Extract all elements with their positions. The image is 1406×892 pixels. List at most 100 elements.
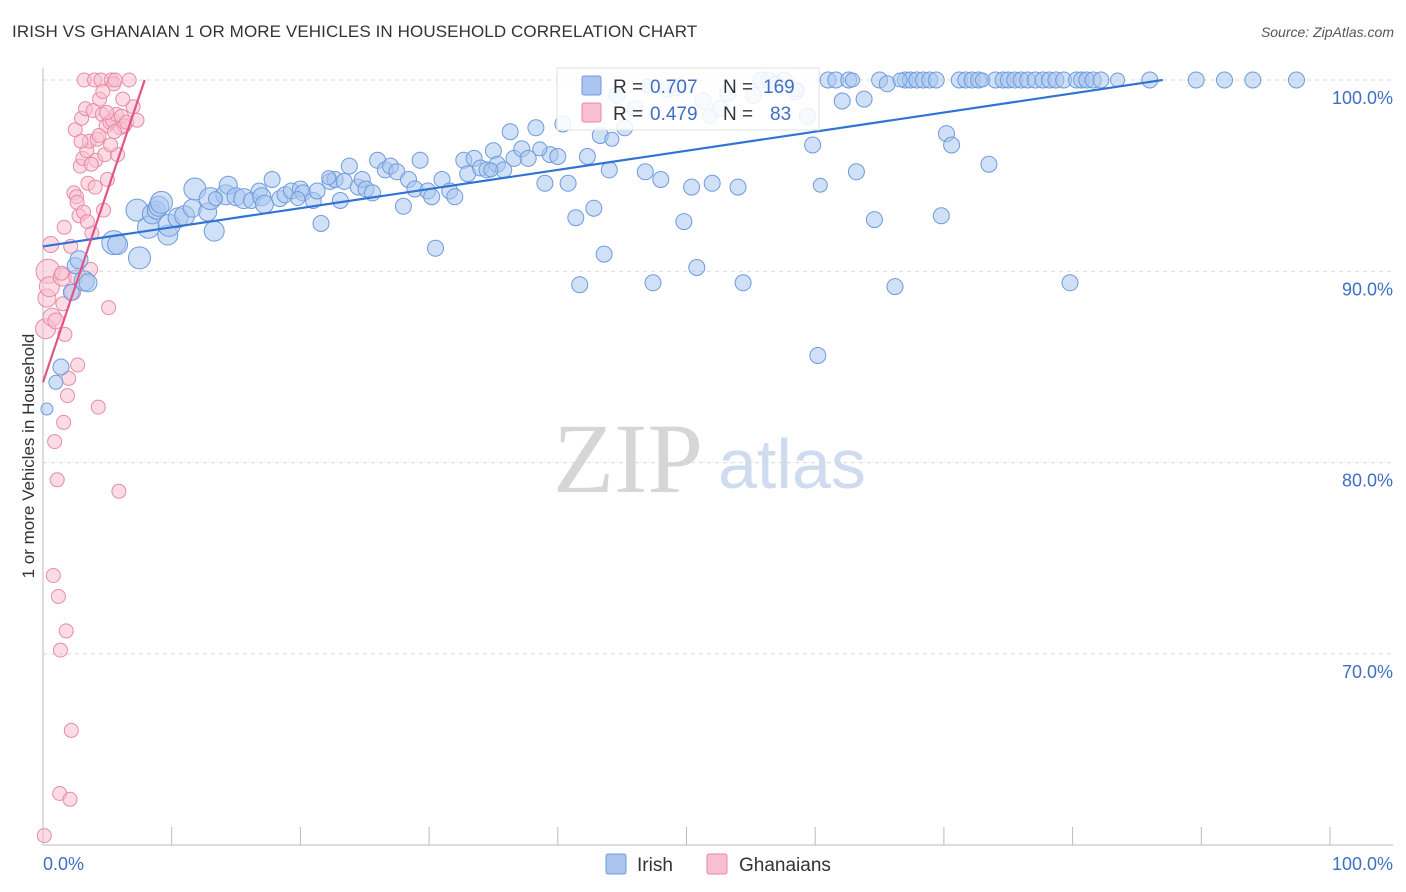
ghanaians-point (87, 179, 103, 195)
ghanaians-r-value: 0.479 (650, 104, 698, 125)
irish-point (604, 131, 620, 147)
irish-point (411, 151, 429, 169)
irish-point (1061, 274, 1079, 292)
irish-point (833, 92, 851, 110)
irish-point (703, 174, 721, 192)
irish-point (652, 171, 670, 188)
legend-swatch-irish (605, 853, 627, 875)
irish-point (809, 347, 827, 364)
irish-point (865, 211, 883, 229)
irish-point (932, 207, 950, 225)
ghanaians-point (83, 156, 99, 172)
irish-point (290, 191, 306, 207)
irish-point (394, 197, 412, 215)
ghanaians-r-label: R = (613, 104, 643, 125)
y-tick-label-3: 70.0% (1342, 662, 1393, 682)
irish-point (892, 72, 908, 88)
ghanaians-trend-line (41, 79, 146, 383)
legend-label-irish: Irish (637, 855, 673, 876)
ghanaians-point (103, 137, 119, 153)
irish-point (40, 402, 54, 416)
ghanaians-stats-swatch (581, 102, 602, 123)
ghanaians-point (91, 128, 107, 143)
ghanaians-point (90, 399, 106, 415)
irish-point (812, 177, 828, 193)
irish-point (980, 155, 998, 173)
ghanaians-point (106, 124, 122, 140)
irish-point (804, 136, 822, 154)
irish-point (532, 141, 548, 157)
irish-point (559, 174, 577, 192)
irish-point (675, 213, 693, 231)
irish-point (847, 163, 865, 181)
irish-point (308, 182, 326, 200)
irish-stats-swatch (581, 75, 602, 96)
ghanaians-point (111, 483, 127, 499)
x-ticks (42, 827, 1331, 845)
irish-point (636, 163, 654, 181)
ghanaians-point (70, 357, 86, 373)
irish-point (501, 123, 519, 141)
trend-lines (41, 78, 1163, 383)
irish-point (107, 234, 129, 255)
ghanaians-point (54, 265, 70, 281)
ghanaians-point (107, 72, 123, 88)
ghanaians-point (45, 568, 61, 583)
irish-point (943, 136, 961, 154)
ghanaians-point (115, 91, 131, 107)
watermark-atlas: atlas (718, 425, 866, 503)
ghanaians-point (60, 388, 75, 404)
irish-point (1244, 71, 1262, 89)
irish-point (312, 215, 330, 232)
irish-r-value: 0.707 (650, 77, 698, 98)
axes (42, 68, 1393, 846)
ghanaians-point (56, 219, 72, 235)
irish-point (335, 172, 353, 190)
ghanaians-point (49, 472, 65, 488)
chart-title: IRISH VS GHANAIAN 1 OR MORE VEHICLES IN … (12, 22, 698, 41)
irish-point (729, 178, 747, 196)
y-tick-label-0: 100.0% (1332, 88, 1393, 108)
ghanaians-point (52, 642, 68, 658)
irish-point (688, 259, 706, 276)
irish-point (1092, 71, 1110, 89)
irish-point (52, 358, 70, 376)
irish-point (1288, 71, 1305, 89)
irish-point (683, 178, 701, 196)
irish-point (340, 157, 358, 175)
ghanaians-point (50, 589, 66, 604)
ghanaians-point (63, 722, 79, 738)
y-tick-labels: 100.0% 90.0% 80.0% 70.0% (1332, 88, 1393, 682)
ghanaians-point (99, 105, 115, 120)
y-tick-label-2: 80.0% (1342, 471, 1393, 491)
irish-point (975, 72, 990, 88)
irish-point (600, 161, 618, 179)
ghanaians-point (36, 828, 52, 844)
irish-point (446, 188, 464, 206)
ghanaians-n-value: 83 (770, 104, 791, 125)
irish-point (527, 119, 545, 137)
ghanaians-point (56, 414, 72, 430)
irish-trend-line (42, 78, 1163, 248)
irish-point (536, 174, 554, 192)
irish-point (567, 209, 585, 227)
ghanaians-point (95, 84, 111, 99)
x-tick-label-max: 100.0% (1332, 854, 1393, 874)
irish-point (886, 278, 904, 296)
irish-point (549, 148, 567, 165)
irish-n-value: 169 (763, 77, 795, 98)
irish-point (48, 374, 64, 390)
irish-point (78, 273, 98, 293)
ghanaians-point (121, 72, 137, 88)
legend-swatch-ghanaians (706, 853, 728, 875)
irish-point (483, 162, 499, 178)
irish-point (734, 274, 752, 292)
irish-point (571, 276, 589, 294)
watermark-zip: ZIP (553, 403, 703, 514)
ghanaians-point (79, 214, 95, 230)
irish-point (128, 246, 151, 270)
irish-point (263, 171, 281, 188)
irish-point (203, 220, 225, 242)
irish-point (644, 274, 662, 292)
